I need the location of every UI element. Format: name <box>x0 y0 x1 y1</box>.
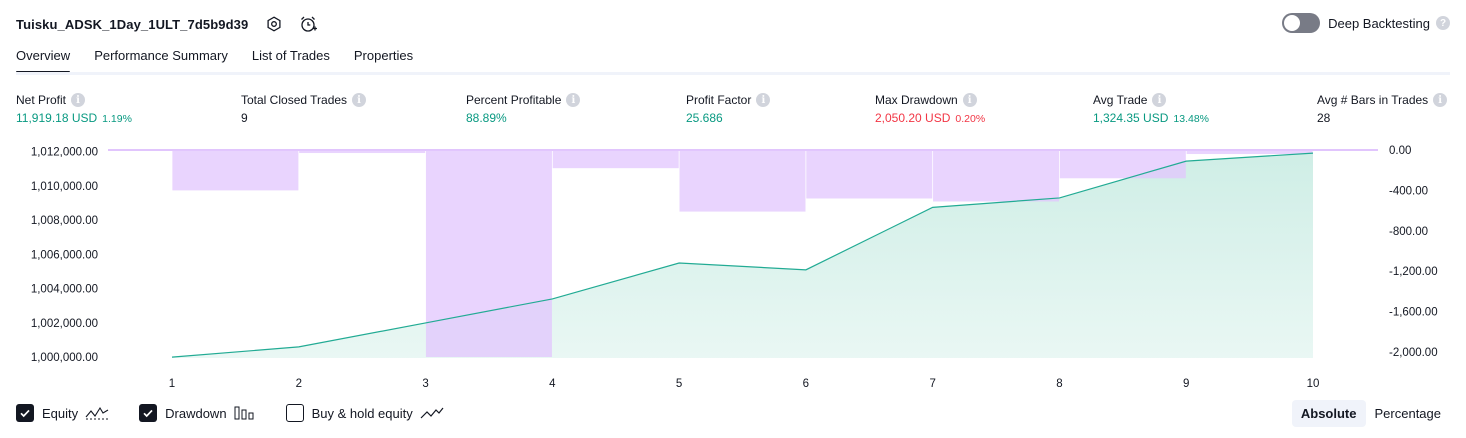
settings-icon[interactable] <box>264 14 284 34</box>
checkbox-checked-icon[interactable] <box>139 404 158 422</box>
left-axis-tick-label: 1,002,000.00 <box>31 318 98 330</box>
info-icon[interactable]: i <box>71 93 86 107</box>
tab-properties[interactable]: Properties <box>353 48 414 63</box>
deep-backtesting-label: Deep Backtesting <box>1328 15 1430 31</box>
right-axis-tick-label: -800.00 <box>1389 226 1428 238</box>
left-axis-tick-label: 1,004,000.00 <box>31 284 98 296</box>
info-icon[interactable]: i <box>756 93 771 107</box>
x-axis-tick-label: 10 <box>1307 378 1320 390</box>
info-icon[interactable]: i <box>566 93 581 107</box>
x-axis-tick-label: 1 <box>169 378 175 390</box>
add-alert-icon[interactable] <box>298 14 318 34</box>
metric-label: Avg # Bars in Trades <box>1317 93 1429 107</box>
metric-value: 11,919.18 USD <box>16 111 98 125</box>
drawdown-bar <box>172 150 299 191</box>
metric-value: 1,324.35 USD <box>1093 111 1169 125</box>
metric-label: Avg Trade <box>1093 93 1148 107</box>
drawdown-bars-icon <box>234 406 256 420</box>
toggle-knob <box>1284 15 1301 31</box>
strategy-header: Tuisku_ADSK_1Day_1ULT_7d5b9d39 <box>16 12 318 36</box>
metric-value: 9 <box>241 111 248 125</box>
x-axis-tick-label: 7 <box>929 378 935 390</box>
legend-equity-label: Equity <box>42 405 79 421</box>
drawdown-bar <box>679 150 806 212</box>
metric-profit-factor: Profit Factor i 25.686 <box>686 93 771 125</box>
left-axis-tick-label: 1,008,000.00 <box>31 215 98 227</box>
equity-line <box>171 152 1314 358</box>
metrics-row: Net Profit i 11,919.18 USD 1.19% Total Clo… <box>0 93 1466 133</box>
info-icon[interactable]: i <box>352 93 367 107</box>
metric-label: Total Closed Trades <box>241 93 348 107</box>
tab-overview[interactable]: Overview <box>16 48 71 74</box>
equity-line-icon <box>85 406 109 420</box>
x-axis-tick-label: 4 <box>549 378 556 390</box>
metric-value: 25.686 <box>686 111 723 125</box>
x-axis-tick-label: 6 <box>803 378 809 390</box>
tabs-divider <box>16 72 1450 75</box>
scale-toggle: Absolute Percentage <box>1291 400 1450 427</box>
x-axis-tick-label: 5 <box>676 378 682 390</box>
drawdown-bar <box>933 150 1060 202</box>
help-icon[interactable]: ? <box>1436 16 1450 30</box>
metric-percent-profitable: Percent Profitable i 88.89% <box>466 93 581 125</box>
right-axis-tick-label: -1,600.00 <box>1389 307 1438 319</box>
right-axis-tick-label: -2,000.00 <box>1389 347 1438 359</box>
deep-backtesting-toggle[interactable] <box>1282 13 1321 33</box>
deep-backtesting: Deep Backtesting ? <box>1282 13 1450 33</box>
info-icon[interactable]: i <box>1433 93 1448 107</box>
metric-label: Max Drawdown <box>875 93 958 107</box>
drawdown-bar <box>552 150 679 169</box>
legend-buy-hold[interactable]: Buy & hold equity <box>285 404 444 422</box>
x-axis-tick-label: 3 <box>422 378 428 390</box>
left-axis-tick-label: 1,010,000.00 <box>31 181 98 193</box>
x-axis-tick-label: 2 <box>296 378 302 390</box>
legend-equity[interactable]: Equity <box>16 404 109 422</box>
drawdown-bar <box>1186 150 1313 155</box>
legend-buy-hold-label: Buy & hold equity <box>311 405 413 421</box>
checkbox-checked-icon[interactable] <box>16 404 34 422</box>
metric-value: 2,050.20 USD <box>875 111 951 125</box>
metric-max-drawdown: Max Drawdown i 2,050.20 USD 0.20% <box>875 93 985 125</box>
right-axis-tick-label: 0.00 <box>1389 145 1411 157</box>
info-icon[interactable]: i <box>1152 93 1167 107</box>
metric-avg-trade: Avg Trade i 1,324.35 USD 13.48% <box>1093 93 1209 125</box>
left-axis-tick-label: 1,000,000.00 <box>31 352 98 364</box>
metric-total-closed-trades: Total Closed Trades i 9 <box>241 93 367 125</box>
x-axis-tick-label: 9 <box>1183 378 1189 390</box>
metric-label: Percent Profitable <box>466 93 562 107</box>
right-axis-tick-label: -1,200.00 <box>1389 266 1438 278</box>
metric-percent: 0.20% <box>955 113 986 125</box>
buy-hold-line-icon <box>420 406 444 420</box>
metric-value: 28 <box>1317 111 1331 125</box>
metric-net-profit: Net Profit i 11,919.18 USD 1.19% <box>16 93 132 125</box>
percentage-button[interactable]: Percentage <box>1374 406 1442 421</box>
drawdown-bar <box>1059 150 1186 179</box>
right-axis-tick-label: -400.00 <box>1389 185 1428 197</box>
tab-performance-summary[interactable]: Performance Summary <box>94 48 228 63</box>
metric-percent: 13.48% <box>1173 113 1210 125</box>
tab-bar: Overview Performance Summary List of Tra… <box>16 48 437 74</box>
left-axis-tick-label: 1,012,000.00 <box>31 147 98 159</box>
metric-percent: 1.19% <box>102 113 132 125</box>
absolute-button[interactable]: Absolute <box>1291 400 1366 427</box>
metric-avg-bars: Avg # Bars in Trades i 28 <box>1317 93 1448 125</box>
info-icon[interactable]: i <box>962 93 977 107</box>
metric-label: Net Profit <box>16 93 67 107</box>
drawdown-bar <box>299 150 426 154</box>
equity-drawdown-chart[interactable]: 1,012,000.00 1,010,000.00 1,008,000.00 1,00… <box>0 136 1466 394</box>
legend-drawdown-label: Drawdown <box>165 405 227 421</box>
equity-area <box>172 153 1313 358</box>
tab-list-of-trades[interactable]: List of Trades <box>251 48 330 63</box>
metric-value: 88.89% <box>466 111 507 125</box>
x-axis-tick-label: 8 <box>1056 378 1062 390</box>
checkbox-unchecked-icon[interactable] <box>285 404 304 422</box>
left-axis-tick-label: 1,006,000.00 <box>31 249 98 261</box>
drawdown-bar <box>806 150 933 199</box>
strategy-name: Tuisku_ADSK_1Day_1ULT_7d5b9d39 <box>16 16 249 32</box>
drawdown-bar <box>425 150 552 357</box>
legend-drawdown[interactable]: Drawdown <box>139 404 255 422</box>
metric-label: Profit Factor <box>686 93 752 107</box>
chart-legend: Equity Drawdown Buy & hold equity <box>16 404 474 422</box>
